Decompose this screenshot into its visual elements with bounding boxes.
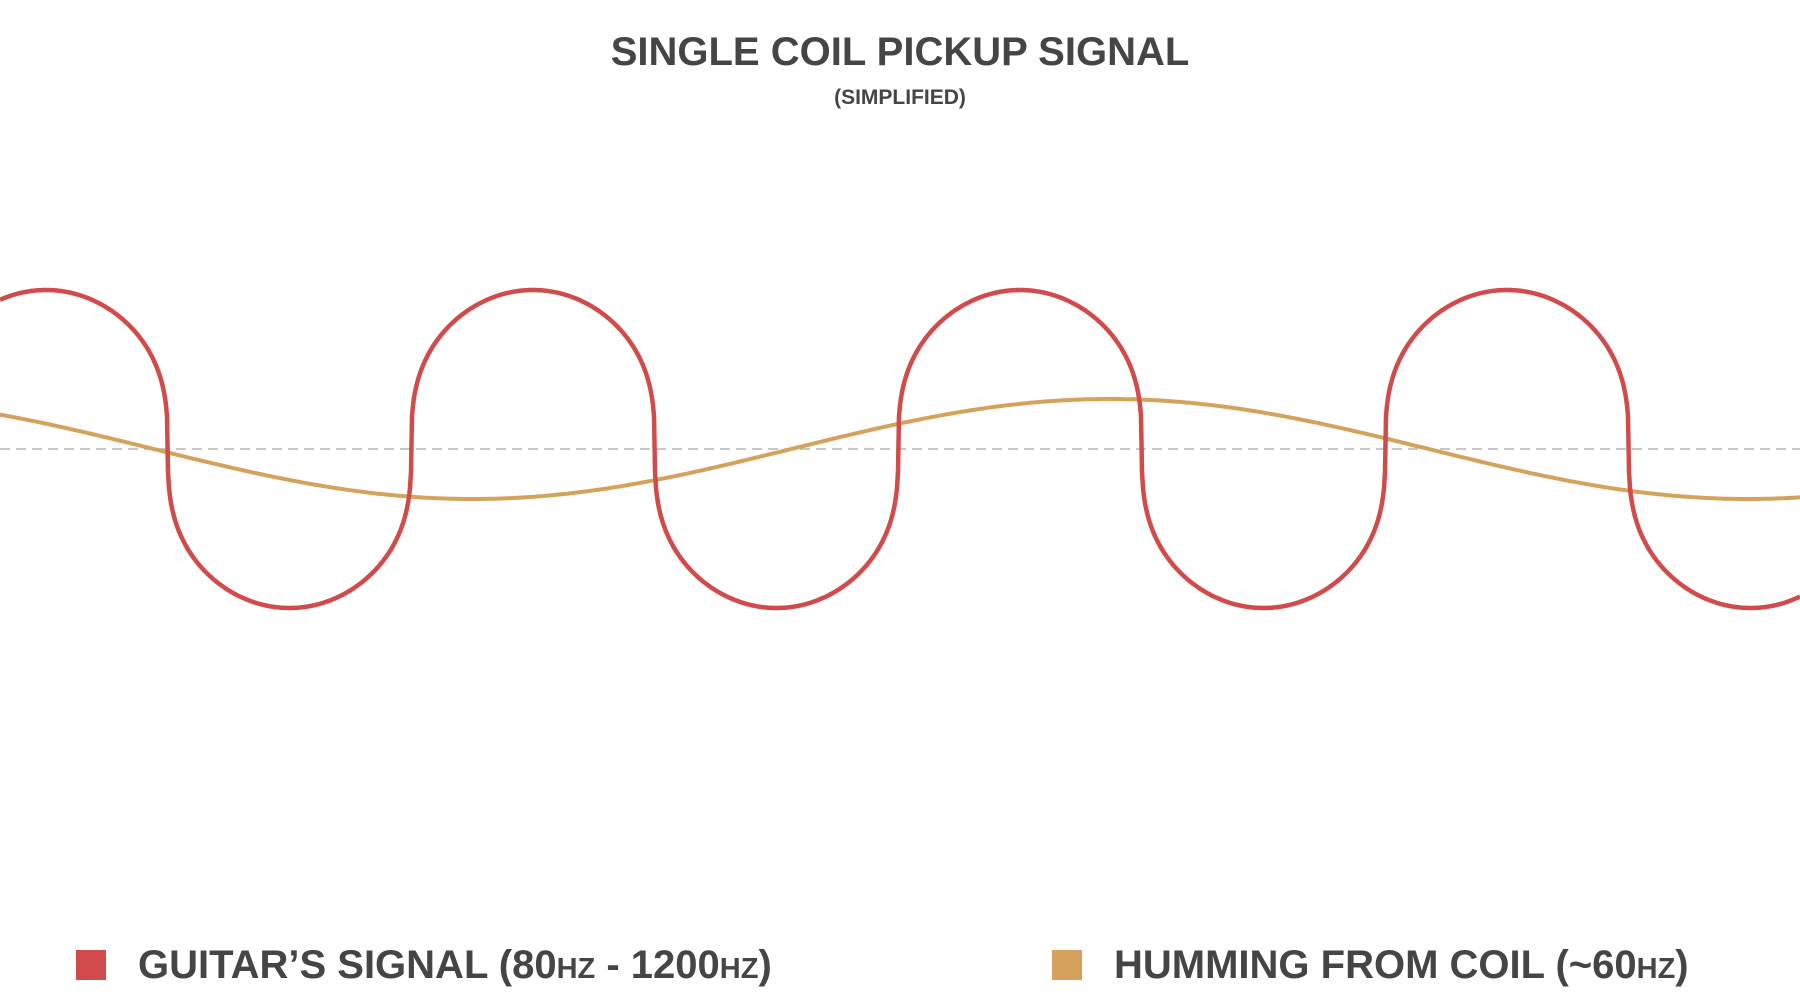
chart-subtitle: (SIMPLIFIED) [834,86,966,109]
legend-swatch-guitar [76,950,106,980]
legend-item-hum: HUMMING FROM COIL (~60HZ) [1052,940,1689,990]
legend-swatch-hum [1052,950,1082,980]
guitar-wave-line [0,287,1800,611]
legend-item-guitar: GUITAR’S SIGNAL (80HZ - 1200HZ) [76,940,772,990]
legend-label-hum: HUMMING FROM COIL (~60HZ) [1114,942,1689,987]
legend-label-guitar: GUITAR’S SIGNAL (80HZ - 1200HZ) [138,942,772,987]
chart-title: SINGLE COIL PICKUP SIGNAL [610,30,1190,74]
